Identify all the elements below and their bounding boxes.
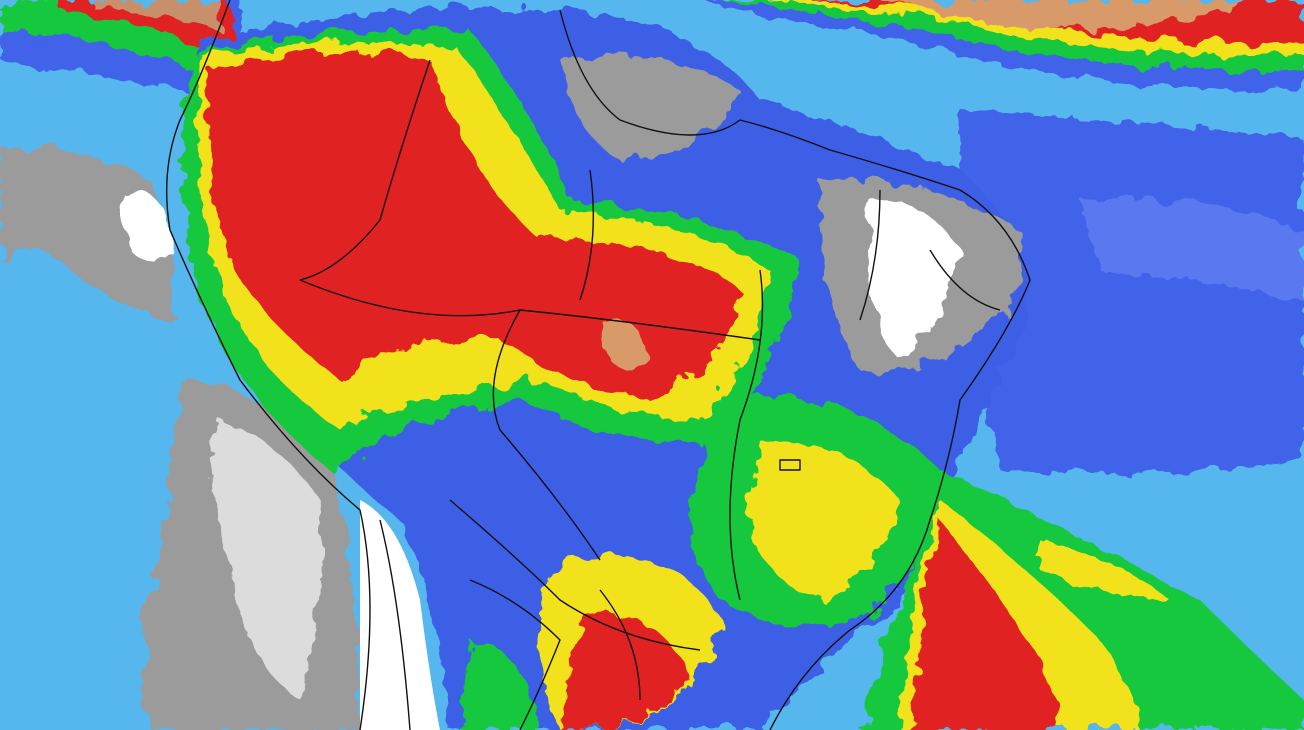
red-area <box>560 616 690 730</box>
brown-band <box>90 0 220 30</box>
border-line <box>299 59 1001 651</box>
light-gray-area <box>212 420 323 700</box>
borders <box>165 0 1031 730</box>
red-plume <box>910 520 1060 730</box>
yellow-area <box>750 440 900 600</box>
red-area <box>207 52 740 400</box>
blue-streak <box>1080 198 1304 300</box>
brown-area <box>600 318 650 370</box>
coastline <box>559 9 1031 730</box>
white-area <box>120 188 175 263</box>
coastline <box>165 0 371 730</box>
white-area <box>360 500 440 730</box>
yellow-streak <box>1040 540 1170 600</box>
border-line <box>379 459 801 730</box>
gray-area <box>560 54 740 160</box>
blue-area <box>960 110 1304 474</box>
white-area <box>868 200 960 360</box>
brown-band <box>880 0 1240 30</box>
green-area <box>460 640 540 730</box>
